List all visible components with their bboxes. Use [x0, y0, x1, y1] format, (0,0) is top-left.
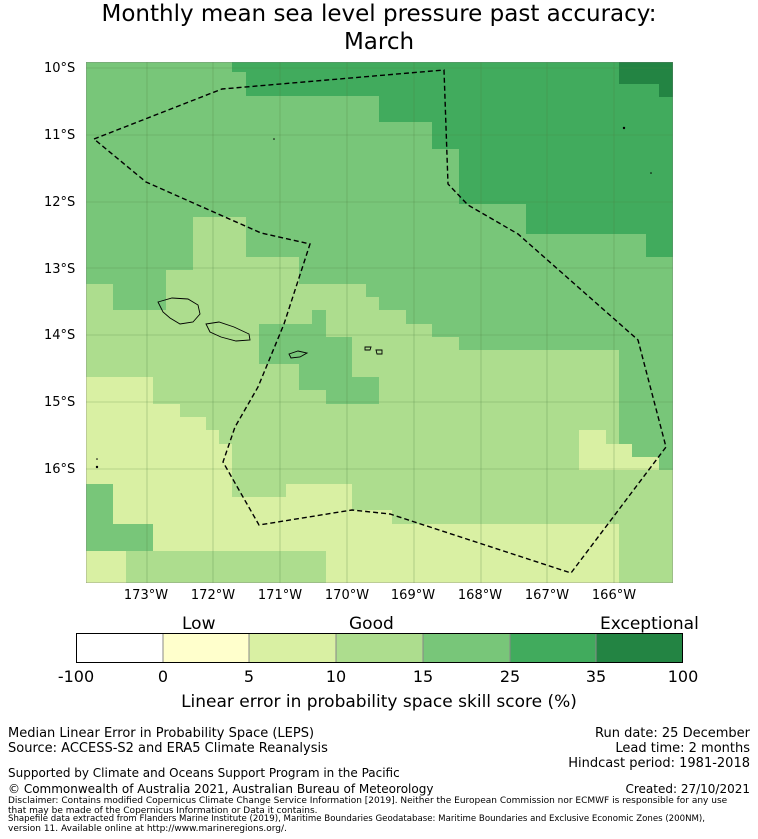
lat-label-14s: 14°S: [44, 328, 76, 343]
title-line-1: Monthly mean sea level pressure past acc…: [101, 1, 657, 27]
region-25-35: [232, 62, 673, 257]
shapefile-line-1: Shapefile data extracted from Flanders M…: [8, 814, 705, 824]
island-tau: [375, 349, 383, 355]
region-15-25-south: [86, 484, 153, 551]
colorbar: [76, 633, 683, 663]
colorbar-title: Linear error in probability space skill …: [181, 692, 577, 712]
map-title: Monthly mean sea level pressure past acc…: [0, 0, 758, 56]
title-line-2: March: [343, 29, 415, 55]
colorbar-category-exceptional: Exceptional: [600, 614, 699, 634]
lon-label-172w: 172°W: [190, 588, 236, 603]
colorbar-segment-15-25: [423, 633, 510, 663]
island-upolu: [205, 321, 251, 342]
island-tutuila: [288, 350, 309, 359]
region-10-15: [86, 217, 673, 583]
shapefile-line-2: version 11. Available online at http://w…: [8, 824, 287, 834]
skill-map: [86, 62, 673, 583]
region-5-10: [86, 377, 619, 583]
colorbar-tick-5: 5: [243, 667, 255, 686]
region-15-25-patch: [259, 310, 379, 404]
lat-label-12s: 12°S: [44, 195, 76, 210]
colorbar-segment-neg100-0: [76, 633, 163, 663]
footer-support: Supported by Climate and Oceans Support …: [8, 766, 400, 780]
colorbar-segment-5-10: [249, 633, 336, 663]
colorbar-segment-25-35: [510, 633, 596, 663]
atolls: [95, 126, 652, 469]
island-ofu: [364, 346, 372, 351]
colorbar-category-low: Low: [182, 614, 216, 634]
colorbar-tick-35: 35: [585, 667, 607, 686]
colorbar-tick-15: 15: [412, 667, 434, 686]
colorbar-segment-10-15: [336, 633, 423, 663]
region-35-100: [619, 62, 673, 97]
colorbar-tick-0: 0: [157, 667, 169, 686]
lon-label-167w: 167°W: [524, 588, 570, 603]
disclaimer-line-1: Disclaimer: Contains modified Copernicus…: [8, 796, 728, 806]
lat-label-11s: 11°S: [44, 128, 76, 143]
islands: [157, 297, 383, 359]
footer-lead-time: Lead time: 2 months: [615, 741, 750, 756]
lon-label-170w: 170°W: [324, 588, 370, 603]
region-5-10-east: [579, 430, 659, 470]
lon-label-173w: 173°W: [123, 588, 169, 603]
footer-method: Median Linear Error in Probability Space…: [8, 726, 315, 741]
disclaimer-line-2: that may be made of the Copernicus Infor…: [8, 806, 318, 816]
lon-label-169w: 169°W: [390, 588, 436, 603]
footer-hindcast: Hindcast period: 1981-2018: [568, 756, 750, 771]
footer-created: Created: 27/10/2021: [625, 782, 750, 796]
lon-label-171w: 171°W: [257, 588, 303, 603]
island-savaii: [157, 297, 201, 325]
colorbar-segment-0-5: [163, 633, 249, 663]
footer-run-date: Run date: 25 December: [595, 726, 750, 741]
lat-label-10s: 10°S: [44, 61, 76, 76]
lat-label-13s: 13°S: [44, 262, 76, 277]
lat-label-15s: 15°S: [44, 395, 76, 410]
colorbar-segment-35-100: [596, 633, 683, 663]
gridlines: [86, 62, 673, 583]
colorbar-category-good: Good: [349, 614, 394, 634]
footer-copyright: © Commonwealth of Australia 2021, Austra…: [8, 782, 434, 796]
lon-label-168w: 168°W: [457, 588, 503, 603]
lat-label-16s: 16°S: [44, 462, 76, 477]
colorbar-tick-25: 25: [499, 667, 521, 686]
colorbar-tick-neg100: -100: [57, 667, 95, 686]
footer-source: Source: ACCESS-S2 and ERA5 Climate Reana…: [8, 741, 328, 756]
colorbar-tick-100: 100: [667, 667, 699, 686]
colorbar-tick-10: 10: [325, 667, 347, 686]
lon-label-166w: 166°W: [591, 588, 637, 603]
